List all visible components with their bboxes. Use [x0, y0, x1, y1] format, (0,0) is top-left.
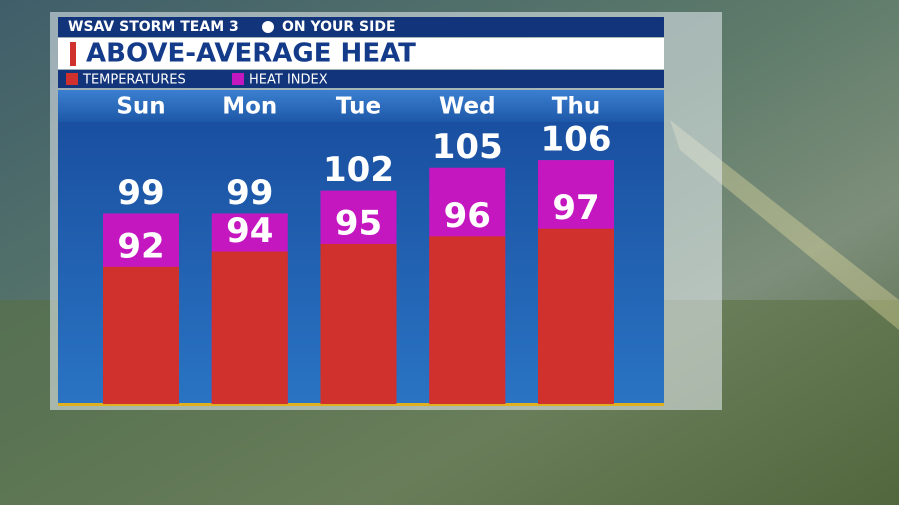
- value-label: 94: [226, 211, 273, 251]
- bar: [211, 251, 288, 404]
- value-label: 99: [226, 173, 273, 213]
- station: WSAV STORM TEAM 3: [68, 19, 239, 35]
- x-tick-label: Sun: [116, 94, 165, 120]
- x-tick-label: Mon: [222, 94, 277, 120]
- legend-swatch: [232, 73, 244, 85]
- value-label: 105: [432, 127, 503, 167]
- baseline: [58, 403, 664, 406]
- x-tick-label: Thu: [552, 94, 600, 120]
- value-label: 106: [541, 120, 612, 160]
- tagline: ON YOUR SIDE: [282, 19, 396, 35]
- bar: [429, 236, 506, 404]
- value-label: 96: [444, 196, 491, 236]
- bar: [320, 243, 397, 404]
- title-accent: [70, 42, 76, 66]
- legend-bar: [58, 70, 664, 88]
- legend-label: TEMPERATURES: [82, 73, 186, 88]
- chart-title: ABOVE-AVERAGE HEAT: [86, 39, 416, 69]
- bar: [103, 266, 179, 404]
- value-label: 95: [335, 203, 382, 243]
- value-label: 92: [117, 226, 164, 266]
- days-bar: [58, 90, 664, 122]
- legend-label: HEAT INDEX: [249, 73, 328, 88]
- value-label: 102: [323, 150, 394, 190]
- x-tick-label: Tue: [336, 94, 381, 120]
- value-label: 97: [552, 188, 599, 228]
- header-bar: [58, 17, 664, 37]
- x-tick-label: Wed: [439, 94, 496, 120]
- title-bar: [58, 38, 664, 69]
- bar: [538, 228, 614, 404]
- value-label: 99: [117, 173, 164, 213]
- logo: [262, 21, 274, 33]
- legend-swatch: [66, 73, 78, 85]
- light-ray: [670, 120, 899, 330]
